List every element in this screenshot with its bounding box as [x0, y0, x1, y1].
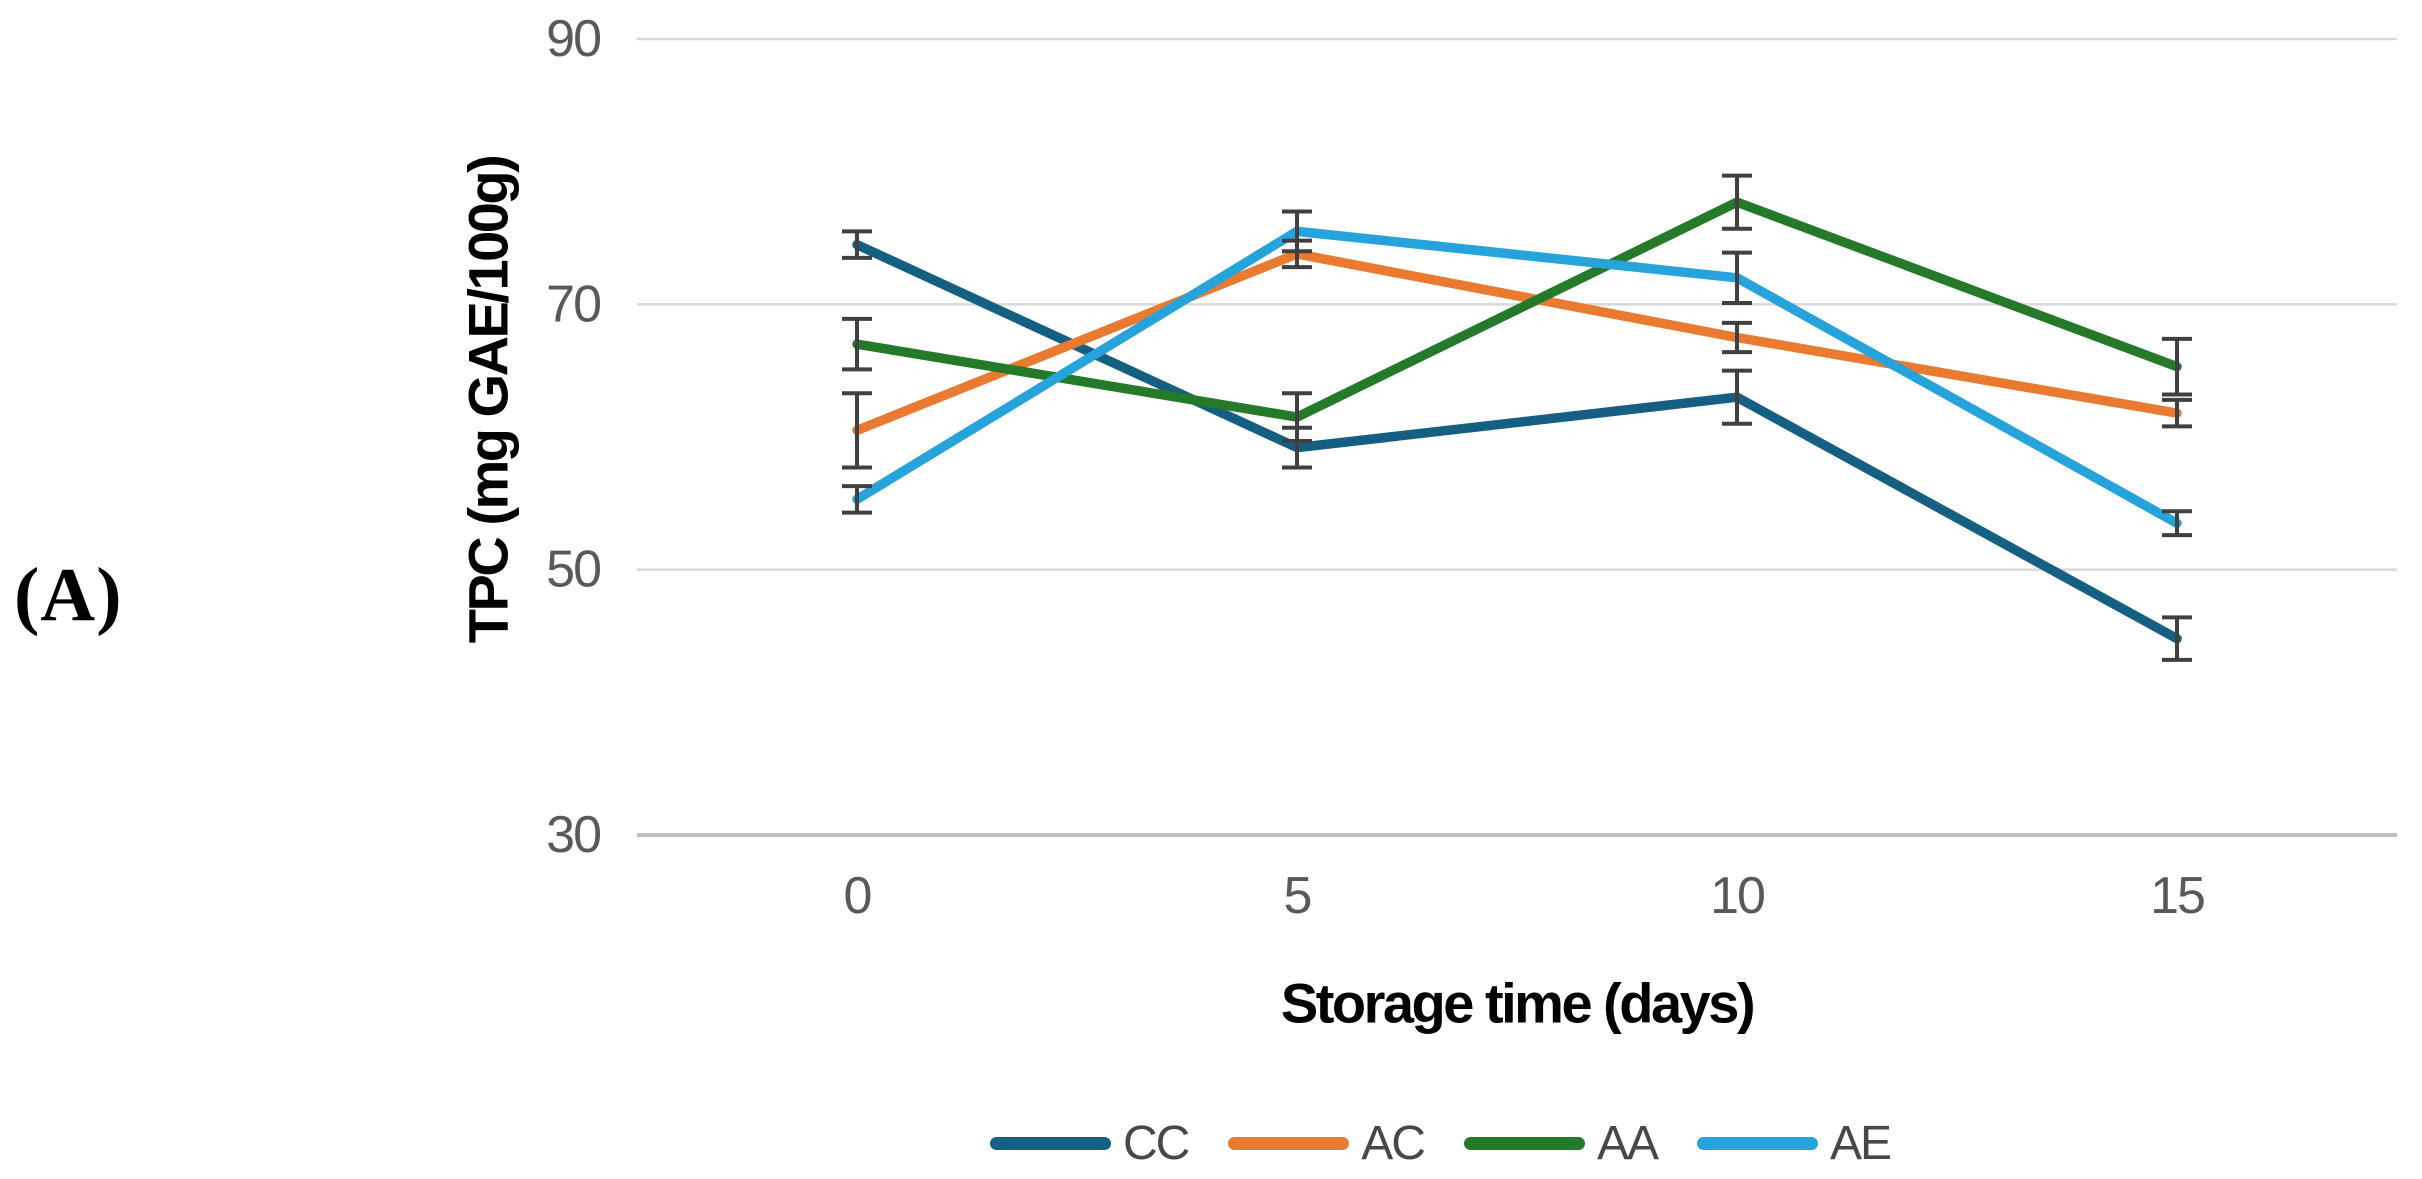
legend-line-swatch-CC: [989, 1136, 1111, 1150]
series-lines: [852, 197, 2182, 644]
error-bar-AE-day5: [1282, 209, 1312, 254]
error-bar-CC-day15: [2162, 615, 2192, 662]
error-bar-AE-day10: [1722, 250, 1752, 306]
series-line-AA: [852, 197, 2182, 422]
y-axis-title: TPC (mg GAE/100g): [457, 157, 520, 643]
y-tick-label: 70: [546, 275, 600, 333]
error-bar-AA-day0: [842, 316, 872, 372]
legend-label-CC: CC: [1122, 1116, 1190, 1170]
panel-label: (A): [14, 553, 123, 637]
x-axis-title: Storage time (days): [1281, 972, 1753, 1035]
error-bars: [842, 173, 2192, 662]
error-bar-AE-day15: [2162, 509, 2192, 538]
legend: CC AC AA AE: [940, 1112, 1940, 1174]
error-bar-AA-day15: [2162, 336, 2192, 397]
x-tick-label: 15: [2150, 867, 2204, 925]
x-tick-labels: 0 5 10 15: [844, 867, 2206, 925]
legend-item-AA: AA: [1463, 1116, 1659, 1171]
error-bar-AE-day0: [842, 484, 872, 515]
gridlines: [637, 37, 2397, 837]
legend-line-swatch-AA: [1463, 1136, 1585, 1150]
error-bar-CC-day0: [842, 229, 872, 260]
legend-item-CC: CC: [989, 1116, 1190, 1171]
error-bar-AA-day10: [1722, 173, 1752, 231]
series-line-AE: [852, 226, 2182, 528]
x-tick-label: 5: [1284, 867, 1311, 925]
series-line-AC: [852, 249, 2182, 436]
error-bar-AC-day0: [842, 391, 872, 470]
x-tick-label: 10: [1710, 867, 1764, 925]
legend-label-AC: AC: [1361, 1116, 1426, 1170]
y-tick-label: 50: [546, 541, 600, 599]
legend-line-swatch-AC: [1228, 1136, 1350, 1150]
legend-item-AC: AC: [1228, 1116, 1426, 1171]
x-tick-label: 0: [844, 867, 871, 925]
y-tick-label: 30: [546, 806, 600, 864]
error-bar-AA-day5: [1282, 391, 1312, 443]
legend-line-swatch-AE: [1697, 1136, 1818, 1150]
legend-label-AA: AA: [1596, 1116, 1659, 1170]
legend-label-AE: AE: [1830, 1116, 1892, 1170]
error-bar-CC-day10: [1722, 368, 1752, 426]
error-bar-AC-day15: [2162, 397, 2192, 429]
legend-item-AE: AE: [1697, 1116, 1892, 1171]
error-bar-AC-day10: [1722, 320, 1752, 355]
y-tick-labels: 90 70 50 30: [546, 10, 602, 864]
y-tick-label: 90: [546, 10, 600, 68]
